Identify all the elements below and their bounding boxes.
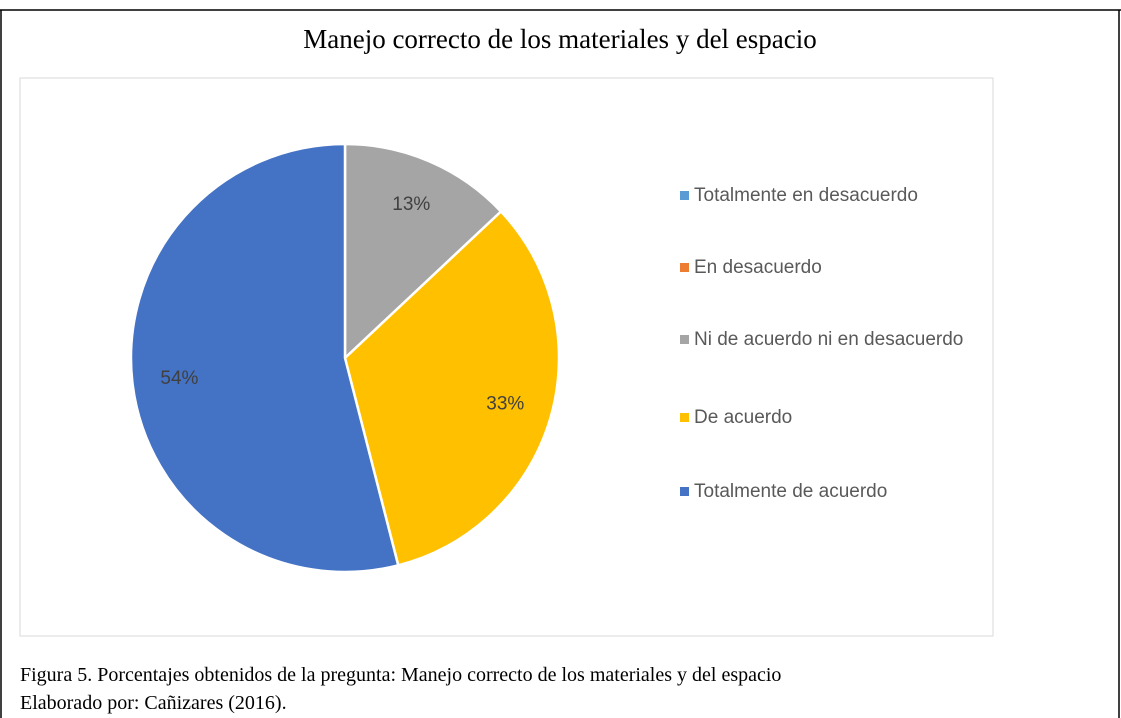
data-label: 54% <box>160 368 198 389</box>
plot-area <box>19 77 994 637</box>
data-label: 13% <box>392 194 430 215</box>
pie-slice <box>343 142 503 361</box>
legend-label: Totalmente en desacuerdo <box>694 185 918 206</box>
legend-swatch <box>680 487 689 496</box>
legend-item: Totalmente de acuerdo <box>680 475 974 509</box>
caption: Figura 5. Porcentajes obtenidos de la pr… <box>20 664 782 686</box>
legend-label: En desacuerdo <box>694 257 822 278</box>
pie-slice <box>129 142 400 574</box>
caption: Elaborado por: Cañizares (2016). <box>20 692 287 714</box>
legend-item: De acuerdo <box>680 401 974 435</box>
legend-swatch <box>680 335 689 344</box>
pie-slice <box>343 209 561 567</box>
pie: 13% 33% 54% <box>129 142 561 574</box>
legend-item: Totalmente en desacuerdo <box>680 179 974 213</box>
legend-swatch <box>680 263 689 272</box>
legend-item: En desacuerdo <box>680 251 974 285</box>
data-label: 33% <box>486 394 524 415</box>
legend-swatch <box>680 413 689 422</box>
legend-swatch <box>680 191 689 200</box>
legend-label: Totalmente de acuerdo <box>694 481 888 502</box>
legend-label: Ni de acuerdo ni en desacuerdo <box>694 329 964 350</box>
legend-label: De acuerdo <box>694 407 793 428</box>
legend-item: Ni de acuerdo ni en desacuerdo <box>680 323 974 357</box>
chart-title: Manejo correcto de los materiales y del … <box>303 24 817 54</box>
